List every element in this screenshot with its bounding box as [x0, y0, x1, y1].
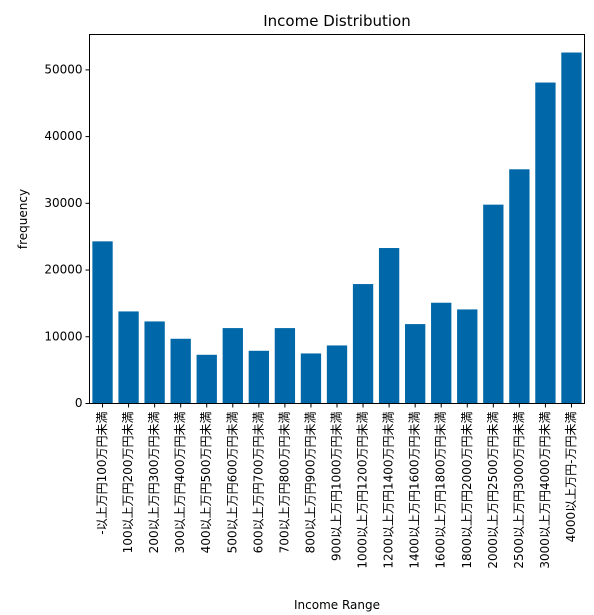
bar-18	[535, 82, 556, 404]
bar-7	[248, 350, 269, 404]
x-tick-label: 600以上万円700万円未満	[251, 412, 265, 554]
bar-5	[196, 354, 217, 404]
y-tick-label: 50000	[44, 62, 82, 76]
y-tick-label: 0	[75, 396, 83, 410]
x-tick-label: 1200以上万円1400万円未満	[382, 412, 396, 569]
y-axis-label: frequency	[16, 189, 30, 249]
x-axis-label: Income Range	[294, 598, 380, 612]
bar-14	[431, 302, 452, 404]
bar-4	[170, 338, 191, 404]
y-tick-label: 20000	[44, 263, 82, 277]
bar-11	[352, 284, 374, 404]
bar-1	[92, 241, 113, 404]
bar-9	[300, 353, 322, 404]
x-tick-label: 200以上万円300万円未満	[147, 412, 161, 554]
x-tick-label: 300以上万円400万円未満	[173, 412, 187, 554]
x-tick-label: 1800以上万円2000万円未満	[460, 412, 474, 569]
x-tick-label: 3000以上万円4000万円未満	[538, 412, 552, 569]
bar-10	[326, 345, 348, 404]
x-tick-label: 1000以上万円1200万円未満	[356, 412, 370, 569]
x-tick-label: 500以上万円600万円未満	[225, 412, 239, 554]
bar-6	[222, 328, 243, 404]
bar-13	[405, 324, 426, 404]
x-tick-label: 2500以上万円3000万円未満	[512, 412, 526, 569]
bar-15	[457, 309, 478, 404]
x-tick-label: 2000以上万円2500万円未満	[486, 412, 500, 569]
x-tick-label: 900以上万円1000万円未満	[330, 412, 344, 561]
bar-2	[118, 311, 139, 404]
bar-19	[561, 52, 582, 404]
bars-group	[92, 52, 582, 404]
x-tick-label: 1400以上万円1600万円未満	[408, 412, 422, 569]
bar-12	[378, 248, 400, 404]
bar-16	[483, 204, 504, 404]
x-tick-label: 100以上万円200万円未満	[121, 412, 135, 554]
x-tick-label: 400以上万円500万円未満	[199, 412, 213, 554]
chart-title: Income Distribution	[263, 12, 410, 30]
bar-17	[509, 169, 530, 404]
x-tick-label: 700以上万円800万円未満	[277, 412, 291, 554]
bar-8	[274, 328, 296, 404]
x-tick-label: 800以上万円900万円未満	[303, 412, 317, 554]
x-tick-label: 1600以上万円1800万円未満	[434, 412, 448, 569]
y-tick-label: 30000	[44, 196, 82, 210]
bar-3	[144, 321, 165, 404]
y-axis: 0 10000 20000 30000 40000 50000	[44, 62, 90, 410]
x-axis: -以上万円100万円未満 100以上万円200万円未満 200以上万円300万円未満…	[95, 403, 578, 569]
x-tick-label: -以上万円100万円未満	[95, 412, 109, 535]
y-tick-label: 40000	[44, 129, 82, 143]
x-tick-label: 4000以上万円-万円未満	[564, 412, 578, 543]
y-tick-label: 10000	[44, 329, 82, 343]
plot-frame	[89, 34, 585, 404]
